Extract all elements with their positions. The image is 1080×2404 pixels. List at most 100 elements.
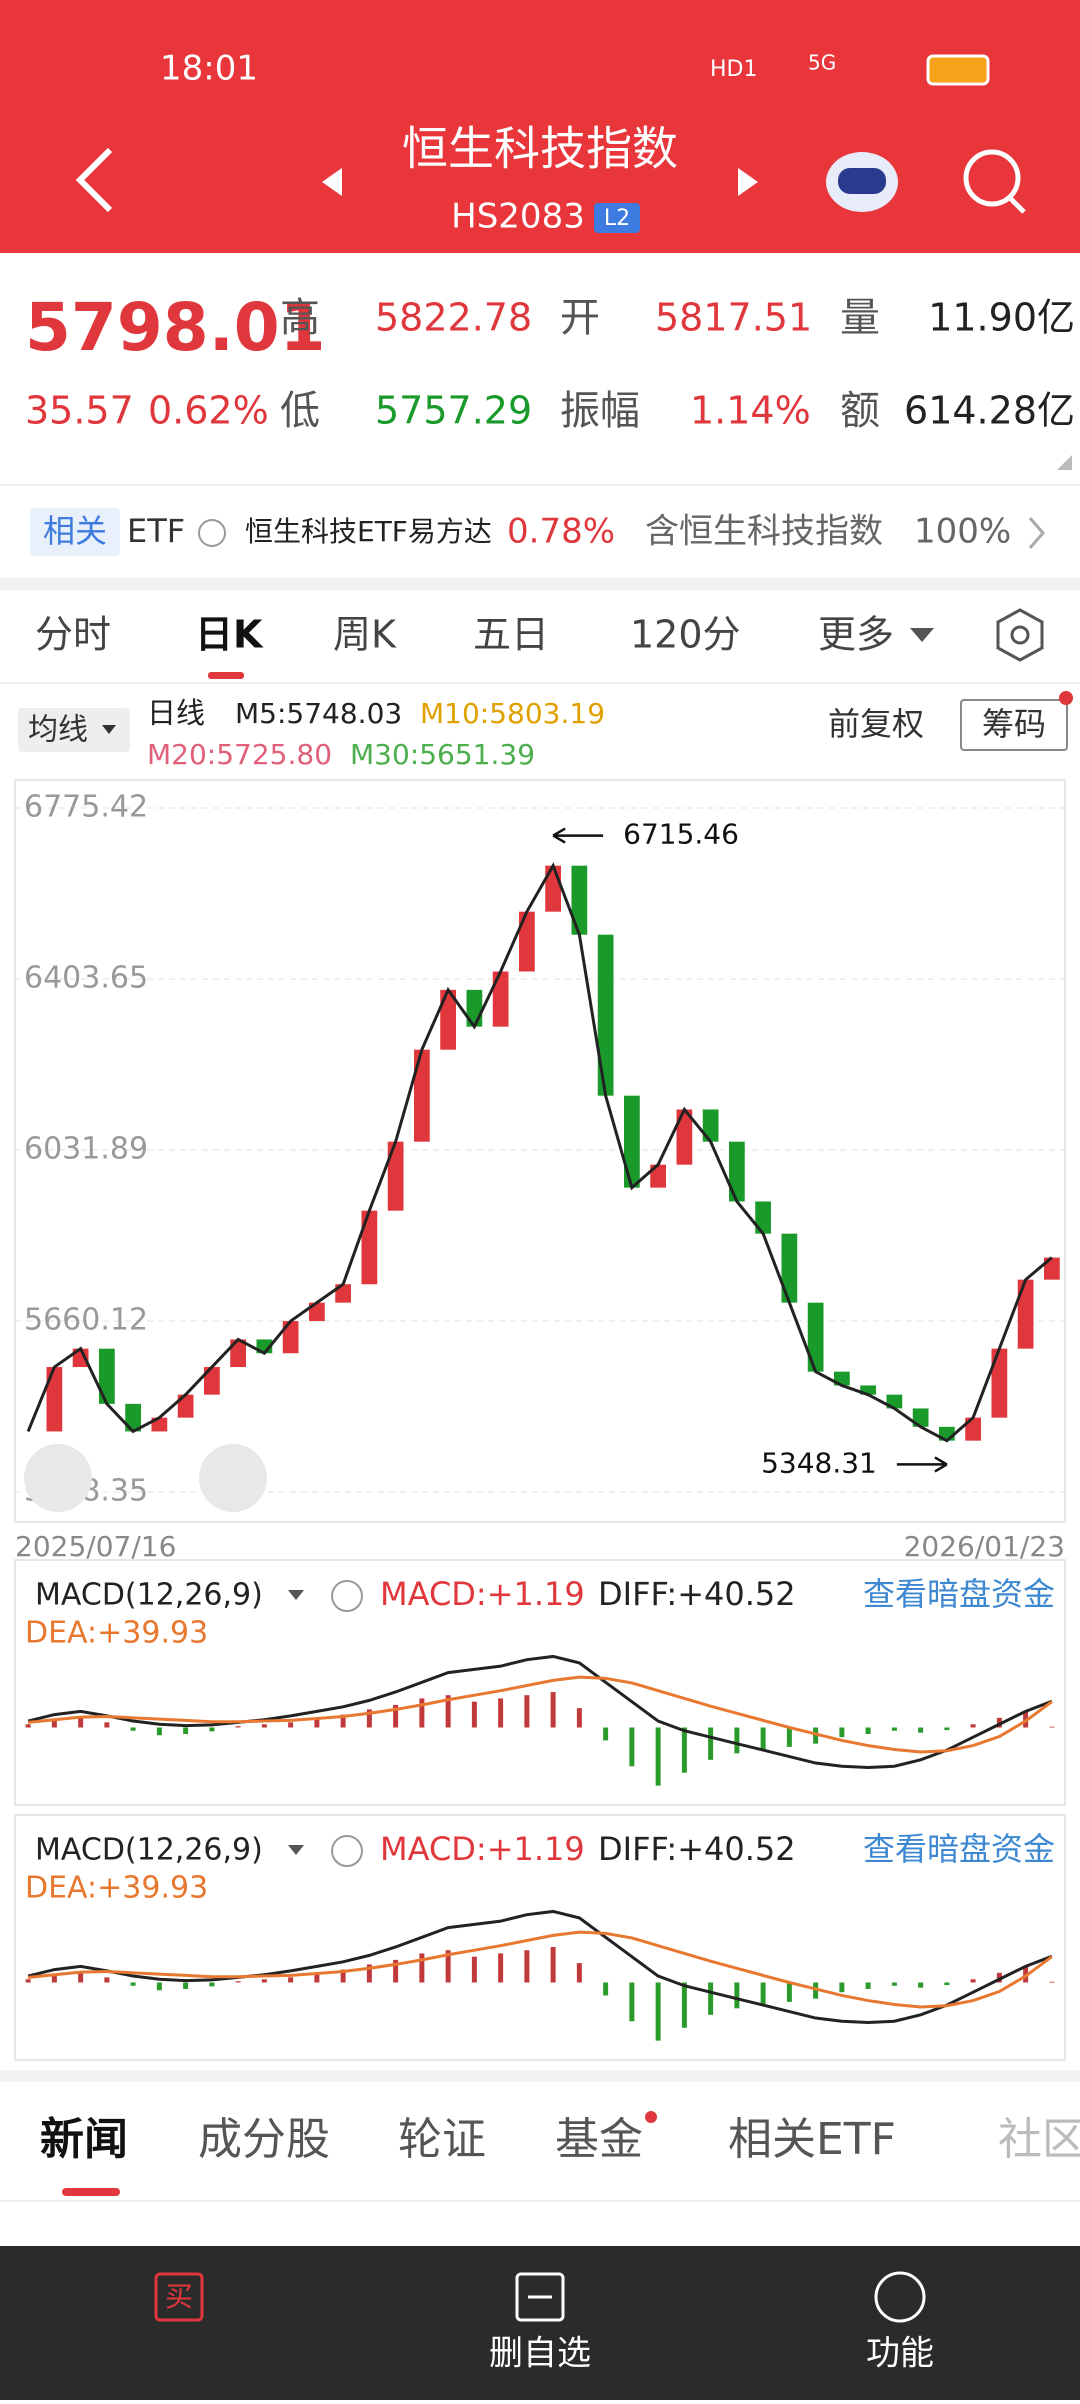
buy-icon bbox=[154, 2272, 204, 2322]
title: 恒生科技指数 bbox=[402, 122, 678, 176]
dark-pool-link[interactable]: 查看暗盘资金 bbox=[863, 1830, 1055, 1868]
divider bbox=[0, 484, 1080, 486]
macd-line bbox=[27, 1930, 1053, 2009]
navbar bbox=[0, 2246, 1080, 2400]
macd-caret bbox=[288, 1845, 304, 1855]
search[interactable] bbox=[963, 149, 1021, 207]
prev[interactable] bbox=[322, 168, 342, 196]
tab[interactable]: 更多 bbox=[818, 613, 894, 657]
bottom-tab[interactable]: 相关ETF bbox=[728, 2114, 896, 2165]
candle bbox=[597, 934, 614, 1096]
bottom-tab[interactable]: 成分股 bbox=[198, 2114, 330, 2165]
high-label: 6715.46 bbox=[623, 818, 739, 851]
badge: L2 bbox=[604, 206, 630, 231]
band bbox=[0, 2070, 1080, 2082]
tab[interactable]: 分时 bbox=[35, 613, 111, 657]
candle bbox=[492, 971, 509, 1027]
bottom-tab[interactable]: 社区 bbox=[998, 2114, 1080, 2165]
adjust[interactable]: 前复权 bbox=[828, 705, 924, 743]
help bbox=[331, 1835, 363, 1867]
candle bbox=[807, 1302, 824, 1372]
macd-line bbox=[27, 1675, 1053, 1754]
tab[interactable]: 120分 bbox=[630, 613, 741, 657]
macd-name[interactable]: MACD(12,26,9) bbox=[35, 1578, 263, 1613]
y-tick-label: 5660.12 bbox=[24, 1302, 148, 1337]
diff-value: DIFF:+40.52 bbox=[598, 1575, 796, 1613]
macd-frame bbox=[14, 1814, 1066, 2061]
chevron[interactable] bbox=[1028, 517, 1045, 549]
dea-value: DEA:+39.93 bbox=[25, 1616, 208, 1651]
macd-headers: MACD(12,26,9) MACD:+1.19 DIFF:+40.52 查看暗盘资金… bbox=[14, 1559, 1066, 2061]
candle bbox=[335, 1284, 351, 1303]
etf-name[interactable]: 恒生科技ETF易方达 bbox=[245, 515, 492, 548]
candle bbox=[282, 1321, 299, 1354]
next[interactable] bbox=[738, 168, 758, 196]
robot-face bbox=[838, 168, 886, 194]
field-label: 量 bbox=[840, 295, 880, 341]
chart-frame bbox=[14, 779, 1066, 1523]
settings[interactable] bbox=[996, 608, 1044, 662]
candle bbox=[99, 1348, 115, 1404]
tab[interactable]: 五日 bbox=[473, 613, 549, 657]
battery bbox=[926, 54, 990, 86]
candle bbox=[361, 1210, 378, 1285]
dea-value: DEA:+39.93 bbox=[25, 1871, 208, 1906]
y-tick-label: 6031.89 bbox=[24, 1131, 148, 1166]
macd-name[interactable]: MACD(12,26,9) bbox=[35, 1833, 263, 1868]
expand-btn[interactable] bbox=[24, 1444, 92, 1512]
buy[interactable]: 买 bbox=[165, 2280, 193, 2313]
field-label: 开 bbox=[560, 295, 600, 341]
close-line bbox=[26, 862, 1053, 1443]
candle bbox=[177, 1394, 194, 1418]
badge-bg bbox=[594, 203, 640, 233]
chips: 筹码 bbox=[982, 705, 1046, 743]
low-arrow bbox=[896, 1456, 948, 1473]
divider bbox=[0, 2200, 1080, 2202]
chips-btn[interactable] bbox=[960, 699, 1068, 751]
ma-btn[interactable] bbox=[18, 708, 130, 752]
tab[interactable]: 周K bbox=[333, 613, 397, 657]
candle bbox=[440, 989, 456, 1050]
code: HS2083 bbox=[451, 197, 585, 237]
field-value: 5822.78 bbox=[375, 296, 532, 340]
pct: 0.62% bbox=[148, 389, 269, 433]
dark-pool-link[interactable]: 查看暗盘资金 bbox=[863, 1575, 1055, 1613]
help[interactable] bbox=[198, 519, 226, 547]
field-label: 高 bbox=[280, 295, 320, 341]
functions[interactable]: 功能 bbox=[866, 2334, 934, 2374]
back[interactable] bbox=[75, 147, 113, 213]
func-icon bbox=[874, 2271, 926, 2323]
fullscreen-btn[interactable] bbox=[199, 1444, 267, 1512]
del-watch[interactable]: 删自选 bbox=[489, 2334, 591, 2374]
tab[interactable]: 日K bbox=[195, 613, 264, 657]
tab-underline bbox=[62, 2188, 120, 2196]
etf-tag: 相关 bbox=[43, 512, 107, 550]
x-tick-label: 2026/01/23 bbox=[904, 1530, 1065, 1563]
field-label: 低 bbox=[280, 388, 320, 434]
etf-tag-bg bbox=[30, 508, 120, 556]
macd-caret bbox=[288, 1590, 304, 1600]
status-hd: HD1 bbox=[710, 57, 757, 82]
bottom-tab[interactable]: 轮证 bbox=[398, 2114, 486, 2165]
dot bbox=[1059, 691, 1073, 705]
band bbox=[0, 578, 1080, 590]
search-handle bbox=[1008, 196, 1026, 214]
macd-value: MACD:+1.19 bbox=[380, 1575, 585, 1613]
candle bbox=[965, 1417, 981, 1441]
candle bbox=[1017, 1279, 1034, 1349]
candle bbox=[729, 1141, 745, 1202]
field-value: 5757.29 bbox=[375, 389, 532, 433]
etf-note: 含恒生科技指数 bbox=[645, 512, 883, 552]
m10: M10:5803.19 bbox=[420, 697, 605, 730]
macd-value: MACD:+1.19 bbox=[380, 1830, 585, 1868]
status-time: 18:01 bbox=[160, 49, 258, 89]
bottom-tab[interactable]: 新闻 bbox=[40, 2114, 128, 2165]
field-label: 振幅 bbox=[560, 388, 640, 434]
field-value: 1.14% bbox=[690, 389, 811, 433]
macd-line bbox=[27, 1654, 1053, 1770]
candle bbox=[624, 1095, 640, 1188]
bottom-tab[interactable]: 基金 bbox=[555, 2114, 643, 2165]
